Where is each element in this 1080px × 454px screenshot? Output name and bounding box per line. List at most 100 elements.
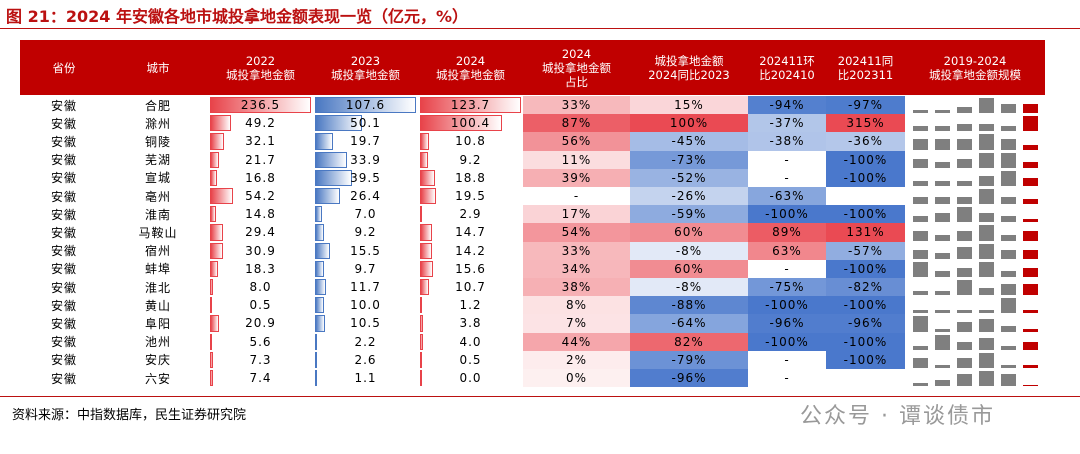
table-cell: 8% — [523, 296, 630, 315]
trend-bar — [935, 234, 950, 241]
table-cell: -100% — [826, 259, 905, 278]
trend-bar — [935, 252, 950, 259]
trend-bar — [1023, 384, 1038, 387]
table-cell: 1.2 — [459, 298, 482, 313]
header-cell: 城市 — [146, 60, 170, 75]
data-bar — [315, 242, 330, 259]
table-cell: -100% — [826, 150, 905, 169]
trend-bar — [1001, 298, 1016, 314]
table-cell: 60% — [630, 259, 748, 278]
trend-bar — [935, 139, 950, 150]
data-bar — [420, 351, 422, 368]
table-cell: -26% — [630, 187, 748, 206]
table-cell: 安徽 — [50, 298, 77, 313]
trend-bar — [979, 189, 994, 205]
watermark: 公众号 · 谭谈债市 — [800, 404, 995, 429]
table-cell: -8% — [630, 241, 748, 260]
trend-bar — [935, 110, 950, 114]
trend-bar — [1001, 196, 1016, 205]
data-bar — [210, 333, 213, 350]
table-cell: 阜阳 — [144, 316, 171, 331]
trend-bar — [1001, 104, 1016, 114]
table-cell: 2.2 — [354, 334, 377, 349]
trend-bar — [957, 207, 972, 223]
trend-bar — [935, 310, 950, 314]
table-cell: 15.6 — [455, 261, 486, 276]
table-cell: -88% — [630, 296, 748, 315]
table-cell: 0.0 — [459, 371, 482, 386]
data-bar — [420, 188, 436, 205]
table-cell: 淮北 — [144, 280, 171, 295]
trend-bar — [935, 328, 950, 332]
trend-bar — [913, 357, 928, 368]
table-cell: 54.2 — [245, 189, 276, 204]
table-cell: 10.8 — [455, 134, 486, 149]
table-cell: 100.4 — [450, 116, 491, 131]
rule — [0, 28, 1080, 29]
data-bar — [420, 333, 424, 350]
table-cell: 44% — [523, 332, 630, 351]
header-cell: 城投拿地金额 2024同比2023 — [648, 53, 730, 82]
trend-bar — [1023, 116, 1038, 132]
table-cell: - — [573, 189, 580, 204]
trend-bar — [979, 352, 994, 368]
trend-bar — [979, 319, 994, 332]
table-cell: -97% — [826, 96, 905, 115]
table-cell: 亳州 — [144, 189, 171, 204]
data-bar — [420, 169, 436, 186]
data-bar — [315, 315, 325, 332]
trend-bar — [957, 322, 972, 332]
table-cell: 11.7 — [350, 280, 381, 295]
table-cell — [826, 187, 905, 205]
table-cell: 38% — [523, 278, 630, 297]
trend-bar — [1001, 249, 1016, 259]
data-bar — [210, 260, 218, 277]
table-cell: 87% — [523, 114, 630, 133]
trend-bar — [957, 107, 972, 114]
data-bar — [210, 351, 214, 368]
table-cell: 26.4 — [350, 189, 381, 204]
data-bar — [315, 297, 325, 314]
table-cell: 安徽 — [50, 353, 77, 368]
table-cell: 10.0 — [350, 298, 381, 313]
table-cell: 17% — [523, 205, 630, 224]
table-cell: -100% — [826, 332, 905, 351]
table-cell: -52% — [630, 168, 748, 187]
data-bar — [420, 224, 432, 241]
trend-bar — [1023, 283, 1038, 296]
trend-bar — [1001, 270, 1016, 277]
data-bar — [420, 242, 432, 259]
table-cell: -63% — [748, 187, 826, 206]
data-bar — [210, 133, 224, 150]
data-bar — [315, 169, 353, 186]
trend-bar — [913, 196, 928, 205]
data-bar — [420, 115, 502, 132]
source: 资料来源：中指数据库，民生证券研究院 — [12, 408, 247, 423]
table-cell: 29.4 — [245, 225, 276, 240]
table-cell: 100% — [630, 114, 748, 133]
table-cell: -94% — [748, 96, 826, 115]
table-cell: 5.6 — [249, 334, 272, 349]
trend-bar — [1023, 249, 1038, 259]
table-cell: 滁州 — [144, 116, 171, 131]
header-cell: 2022 城投拿地金额 — [226, 53, 295, 82]
table-cell: 8.0 — [249, 280, 272, 295]
trend-bar — [913, 261, 928, 277]
rule — [0, 396, 1080, 397]
trend-bar — [957, 280, 972, 296]
table-cell: 18.8 — [455, 170, 486, 185]
table-cell: 16.8 — [245, 170, 276, 185]
trend-bar — [957, 231, 972, 241]
table-cell: 18.3 — [245, 261, 276, 276]
trend-bar — [979, 123, 994, 132]
header-cell: 2024 城投拿地金额 占比 — [542, 46, 611, 89]
trend-bar — [913, 126, 928, 132]
table-cell: 14.2 — [455, 243, 486, 258]
table-cell: 安徽 — [50, 316, 77, 331]
trend-bar — [979, 243, 994, 259]
trend-bar — [979, 213, 994, 223]
table-cell: 82% — [630, 332, 748, 351]
table-cell: 33% — [523, 96, 630, 115]
table-cell: 50.1 — [350, 116, 381, 131]
table-cell: 33% — [523, 241, 630, 260]
